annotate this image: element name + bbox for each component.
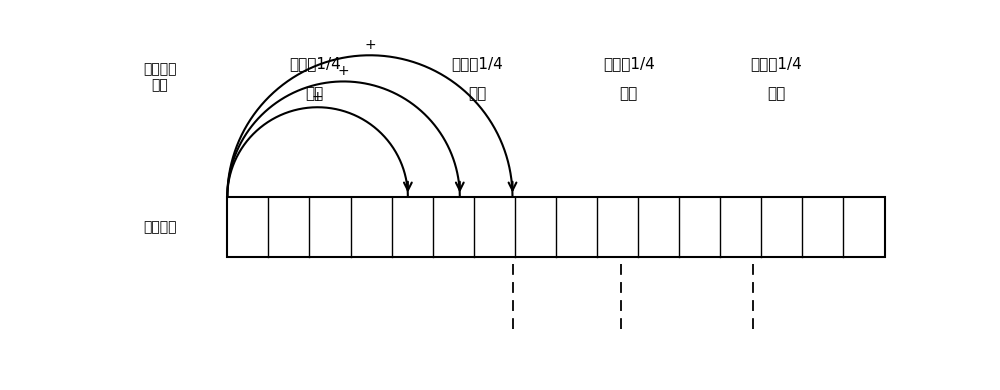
Text: 数组元素
位置: 数组元素 位置	[143, 62, 177, 92]
Text: +: +	[338, 64, 349, 78]
Text: 第四个1/4: 第四个1/4	[750, 56, 802, 71]
Text: 第二个1/4: 第二个1/4	[452, 56, 504, 71]
Text: 第一个1/4: 第一个1/4	[289, 56, 341, 71]
Text: 数组元素: 数组元素	[143, 220, 177, 234]
Text: 第三个1/4: 第三个1/4	[603, 56, 655, 71]
Text: 周期: 周期	[468, 86, 487, 101]
Bar	[227, 197, 885, 257]
Text: +: +	[364, 38, 376, 52]
Text: 周期: 周期	[306, 86, 324, 101]
Text: 周期: 周期	[620, 86, 638, 101]
Text: +: +	[312, 90, 323, 104]
Text: 周期: 周期	[767, 86, 785, 101]
